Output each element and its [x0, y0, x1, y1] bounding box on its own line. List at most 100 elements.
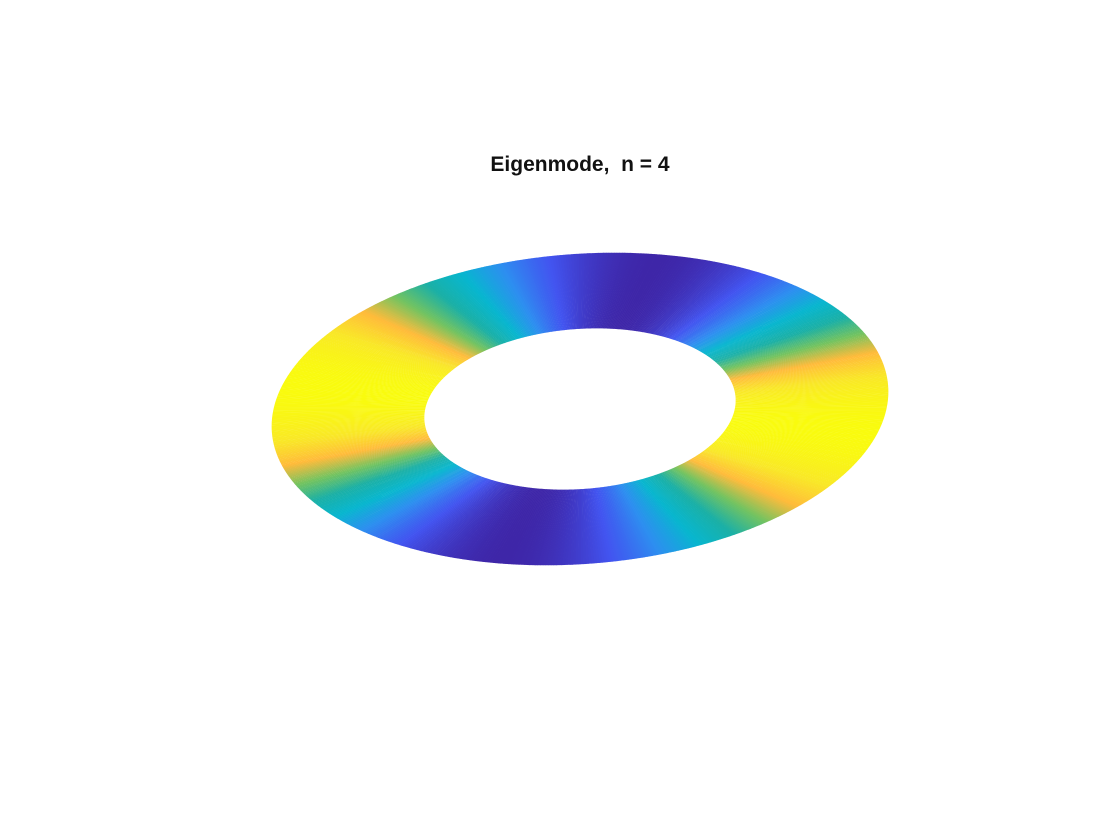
- surface-segment: [289, 372, 434, 391]
- surface-segment: [686, 461, 793, 511]
- surface-segment: [353, 314, 467, 361]
- surface-segment: [406, 289, 494, 348]
- surface-segment: [723, 331, 865, 371]
- surface-segment: [728, 346, 876, 378]
- surface-segment: [357, 312, 469, 360]
- surface-segment: [684, 282, 790, 345]
- surface-segment: [692, 457, 805, 505]
- surface-segment: [710, 309, 840, 359]
- surface-segment: [689, 286, 800, 347]
- surface-segment: [735, 391, 889, 401]
- surface-segment: [338, 324, 459, 367]
- surface-segment: [537, 489, 561, 566]
- surface-segment: [271, 420, 425, 434]
- surface-segment: [274, 403, 426, 407]
- surface-segment: [304, 352, 442, 381]
- surface-segment: [723, 333, 866, 371]
- surface-segment: [279, 435, 429, 463]
- surface-segment: [420, 284, 501, 345]
- surface-segment: [588, 252, 602, 329]
- surface-segment: [557, 255, 571, 330]
- surface-segment: [419, 481, 501, 552]
- surface-segment: [712, 442, 845, 476]
- surface-segment: [623, 483, 669, 554]
- surface-segment: [633, 480, 689, 549]
- surface-segment: [290, 444, 435, 480]
- surface-segment: [328, 331, 454, 370]
- surface-segment: [735, 380, 888, 396]
- surface-segment: [721, 328, 862, 369]
- surface-segment: [589, 488, 603, 563]
- surface-segment: [440, 484, 512, 556]
- surface-segment: [296, 361, 438, 386]
- surface-segment: [332, 463, 457, 517]
- surface-segment: [727, 425, 873, 443]
- surface-segment: [625, 482, 674, 553]
- surface-segment: [271, 418, 425, 430]
- surface-segment: [272, 410, 426, 414]
- surface-segment: [673, 467, 769, 523]
- surface-segment: [598, 252, 620, 329]
- surface-segment: [279, 389, 429, 400]
- surface-segment: [656, 265, 734, 336]
- surface-segment: [366, 472, 474, 534]
- surface-segment: [341, 322, 461, 365]
- surface-segment: [709, 308, 839, 358]
- surface-segment: [662, 267, 746, 337]
- surface-segment: [720, 435, 859, 462]
- surface-segment: [734, 369, 886, 390]
- surface-segment: [286, 442, 433, 476]
- surface-segment: [507, 261, 545, 334]
- surface-segment: [337, 465, 459, 520]
- surface-segment: [642, 259, 708, 333]
- surface-segment: [297, 360, 439, 385]
- surface-segment: [720, 434, 860, 461]
- surface-segment: [601, 252, 626, 329]
- surface-segment: [735, 384, 889, 398]
- surface-segment: [730, 352, 880, 382]
- surface-segment: [568, 254, 576, 330]
- surface-segment: [271, 417, 425, 429]
- surface-segment: [277, 395, 428, 403]
- surface-segment: [434, 279, 508, 343]
- surface-segment: [696, 292, 813, 350]
- surface-segment: [726, 426, 872, 445]
- surface-segment: [614, 485, 651, 557]
- surface-segment: [334, 464, 457, 518]
- surface-segment: [617, 254, 657, 330]
- surface-segment: [669, 469, 760, 527]
- surface-segment: [271, 414, 425, 423]
- surface-segment: [735, 403, 888, 408]
- surface-segment: [549, 255, 567, 331]
- surface-segment: [293, 446, 436, 484]
- surface-segment: [278, 391, 429, 401]
- surface-segment: [560, 254, 572, 330]
- surface-segment: [660, 267, 744, 337]
- surface-segment: [452, 485, 518, 559]
- surface-segment: [735, 395, 889, 404]
- surface-segment: [558, 489, 572, 566]
- surface-segment: [409, 288, 495, 348]
- surface-segment: [294, 447, 437, 485]
- surface-segment: [307, 454, 444, 499]
- surface-segment: [394, 478, 488, 545]
- surface-segment: [597, 252, 618, 329]
- surface-segment: [478, 267, 531, 337]
- surface-segment: [606, 253, 636, 329]
- surface-segment: [275, 430, 427, 454]
- surface-segment: [454, 485, 519, 559]
- surface-segment: [734, 409, 887, 412]
- surface-segment: [271, 417, 425, 427]
- surface-segment: [297, 449, 439, 489]
- surface-segment: [582, 253, 588, 329]
- surface-segment: [658, 473, 738, 535]
- surface-segment: [447, 485, 515, 558]
- surface-segment: [393, 294, 488, 351]
- surface-segment: [657, 265, 737, 336]
- surface-segment: [511, 489, 547, 565]
- surface-segment: [700, 297, 822, 353]
- surface-segment: [709, 445, 838, 482]
- surface-segment: [378, 475, 480, 539]
